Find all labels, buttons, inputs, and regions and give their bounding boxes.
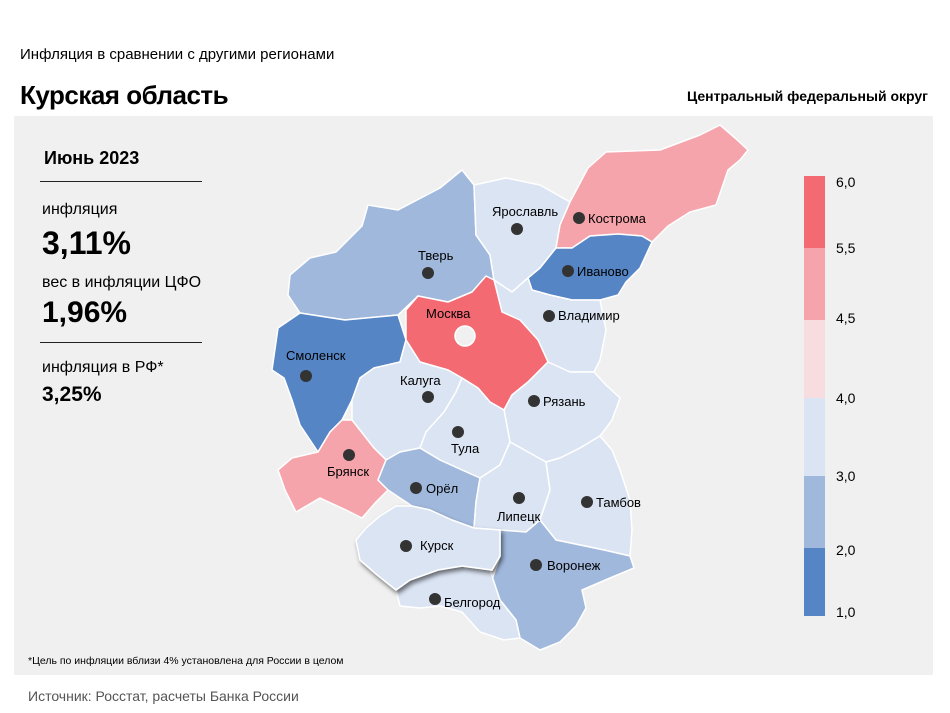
legend-swatch-4 (804, 320, 825, 398)
city-dot-tver (422, 267, 434, 279)
legend-swatch-2 (804, 476, 825, 548)
district-title: Центральный федеральный округ (686, 88, 928, 104)
legend-tick: 2,0 (836, 542, 856, 558)
legend-tick: 4,0 (836, 390, 856, 406)
legend-swatch-5 (804, 248, 825, 320)
stats-block: Июнь 2023 инфляция 3,11% вес в инфляции … (40, 148, 204, 407)
period-label: Июнь 2023 (44, 148, 140, 168)
city-dot-tula (452, 426, 464, 438)
city-dot-voronezh (530, 559, 542, 571)
city-dot-lipetsk (513, 492, 525, 504)
city-label-tula: Тула (451, 441, 480, 456)
weight-label: вес в инфляции ЦФО (42, 274, 202, 291)
inflation-value: 3,11% (42, 225, 131, 261)
legend-swatch-6 (804, 176, 825, 248)
city-label-bryansk: Брянск (327, 464, 369, 479)
legend-tick: 1,0 (836, 604, 856, 620)
city-label-voronezh: Воронеж (547, 558, 601, 573)
city-dot-bryansk (343, 449, 355, 461)
region-title: Курская область (20, 80, 229, 110)
region-kursk (355, 505, 501, 591)
city-label-moscow: Москва (426, 306, 471, 321)
city-dot-smolensk (300, 370, 312, 382)
rf-inflation-value: 3,25% (42, 383, 102, 406)
legend-swatch-3 (804, 398, 825, 476)
divider (40, 181, 202, 182)
city-dot-kostroma (573, 212, 585, 224)
city-dot-ivanovo (562, 265, 574, 277)
city-dot-yaroslavl (511, 223, 523, 235)
weight-value: 1,96% (42, 296, 128, 329)
moscow-city-circle (454, 325, 476, 347)
source-note: Источник: Росстат, расчеты Банка России (28, 688, 299, 704)
rf-inflation-label: инфляция в РФ* (42, 359, 164, 376)
city-dot-kursk (400, 540, 412, 552)
city-label-orel: Орёл (426, 481, 458, 496)
city-label-tver: Тверь (418, 248, 454, 263)
city-dot-tambov (581, 496, 593, 508)
city-dot-orel (410, 482, 422, 494)
color-legend: 6,0 5,5 4,5 4,0 3,0 2,0 1,0 (804, 174, 894, 620)
city-label-ryazan: Рязань (543, 394, 586, 409)
chart-subtitle: Инфляция в сравнении с другими регионами (20, 46, 335, 63)
city-label-kaluga: Калуга (400, 373, 441, 388)
city-dot-ryazan (528, 395, 540, 407)
legend-tick: 6,0 (836, 174, 856, 190)
city-label-tambov: Тамбов (596, 495, 641, 510)
city-label-kursk: Курск (420, 538, 454, 553)
city-label-kostroma: Кострома (588, 211, 647, 226)
city-label-belgorod: Белгород (444, 595, 501, 610)
footnote: *Цель по инфляции вблизи 4% установлена … (28, 655, 344, 667)
city-dot-belgorod (429, 593, 441, 605)
city-label-smolensk: Смоленск (286, 348, 346, 363)
city-label-vladimir: Владимир (558, 308, 620, 323)
region-kostroma (555, 124, 749, 249)
divider (40, 342, 202, 343)
city-dot-kaluga (422, 391, 434, 403)
city-label-ivanovo: Иваново (577, 264, 629, 279)
legend-tick: 5,5 (836, 240, 856, 256)
legend-tick: 3,0 (836, 468, 856, 484)
inflation-label: инфляция (42, 201, 118, 218)
legend-tick: 4,5 (836, 310, 856, 326)
city-dot-vladimir (543, 310, 555, 322)
city-label-lipetsk: Липецк (497, 509, 541, 524)
legend-swatch-1 (804, 548, 825, 616)
city-label-yaroslavl: Ярославль (492, 204, 558, 219)
